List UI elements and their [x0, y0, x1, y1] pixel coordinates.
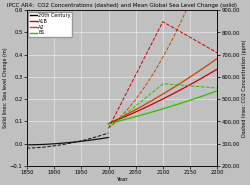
Legend: 20th Century, A1B, A2, B1: 20th Century, A1B, A2, B1	[28, 12, 72, 37]
Y-axis label: Dashed lines: CO2 Concentration (ppm): Dashed lines: CO2 Concentration (ppm)	[242, 39, 246, 137]
Title: IPCC AR4:  CO2 Concentrations (dashed) and Mean Global Sea Level Change (solid): IPCC AR4: CO2 Concentrations (dashed) an…	[7, 4, 237, 9]
X-axis label: Year: Year	[116, 176, 128, 181]
Y-axis label: Solid lines: Sea level Change (m): Solid lines: Sea level Change (m)	[4, 48, 8, 128]
